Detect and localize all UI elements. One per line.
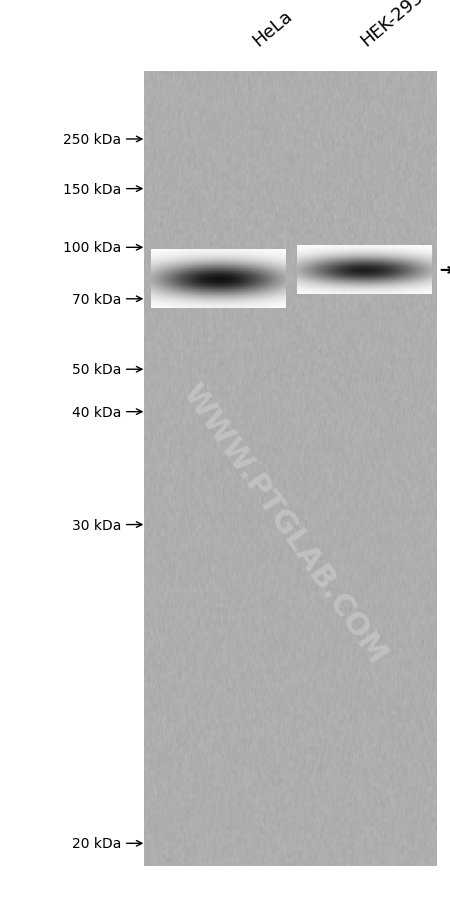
Text: 250 kDa: 250 kDa [63, 133, 122, 147]
Text: WWW.PTGLAB.COM: WWW.PTGLAB.COM [176, 378, 391, 668]
Text: 20 kDa: 20 kDa [72, 836, 122, 851]
Text: 70 kDa: 70 kDa [72, 292, 122, 307]
Text: 150 kDa: 150 kDa [63, 182, 122, 197]
Text: 50 kDa: 50 kDa [72, 363, 122, 377]
Text: 40 kDa: 40 kDa [72, 405, 122, 419]
Text: 100 kDa: 100 kDa [63, 241, 122, 255]
Text: HEK-293: HEK-293 [358, 0, 427, 50]
Text: 30 kDa: 30 kDa [72, 518, 122, 532]
Text: HeLa: HeLa [250, 6, 297, 50]
